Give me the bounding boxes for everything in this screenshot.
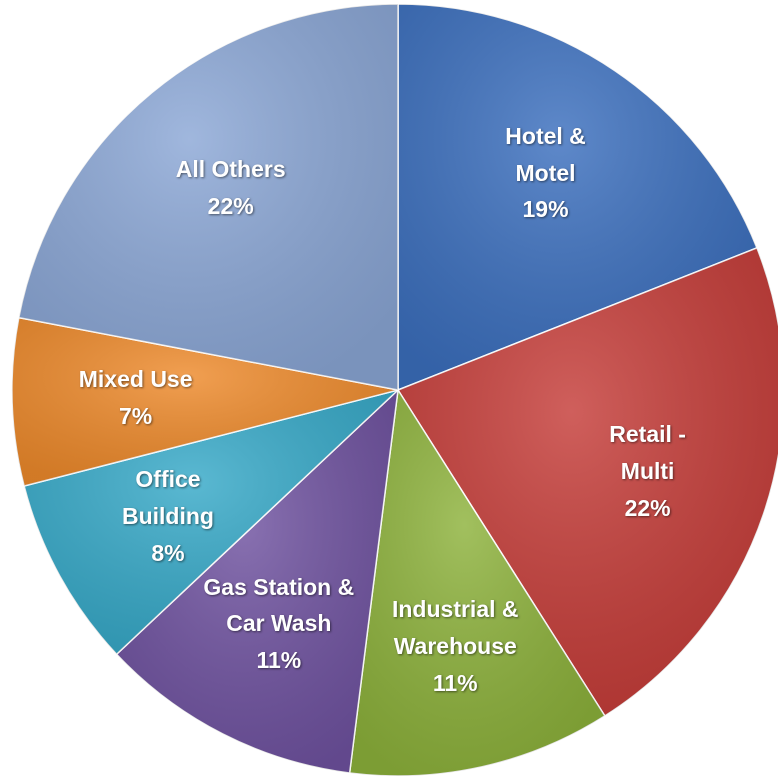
label-box: Office Building 8% (108, 426, 228, 606)
slice-label: Retail - Multi 22% (593, 381, 703, 561)
value-label: 7% (119, 403, 153, 430)
slice-label: Industrial & Warehouse 11% (385, 556, 525, 736)
slice-label: All Others 22% (131, 98, 331, 278)
value-label: 11% (256, 647, 302, 674)
value-label: 22% (207, 192, 254, 219)
category-label: Gas Station & Car Wash (203, 573, 355, 637)
category-label: All Others (175, 155, 286, 182)
label-box: All Others 22% (131, 98, 331, 278)
slice-label: Office Building 8% (108, 426, 228, 606)
value-label: 11% (432, 669, 478, 696)
category-label: Hotel & Motel (505, 122, 586, 186)
label-box: Gas Station & Car Wash 11% (199, 534, 359, 714)
value-label: 19% (522, 196, 569, 223)
value-label: 22% (624, 494, 671, 521)
label-box: Retail - Multi 22% (593, 381, 703, 561)
label-box: Mixed Use 7% (36, 308, 236, 488)
value-label: 8% (151, 539, 185, 566)
label-box: Industrial & Warehouse 11% (385, 556, 525, 736)
slice-label: Mixed Use 7% (36, 308, 236, 488)
category-label: Office Building (121, 466, 214, 530)
category-label: Industrial & Warehouse (391, 595, 519, 659)
category-label: Mixed Use (78, 366, 193, 393)
label-box: Hotel & Motel 19% (491, 83, 601, 263)
slice-label: Gas Station & Car Wash 11% (199, 534, 359, 714)
slice-label: Hotel & Motel 19% (491, 83, 601, 263)
category-label: Retail - Multi (609, 420, 686, 484)
